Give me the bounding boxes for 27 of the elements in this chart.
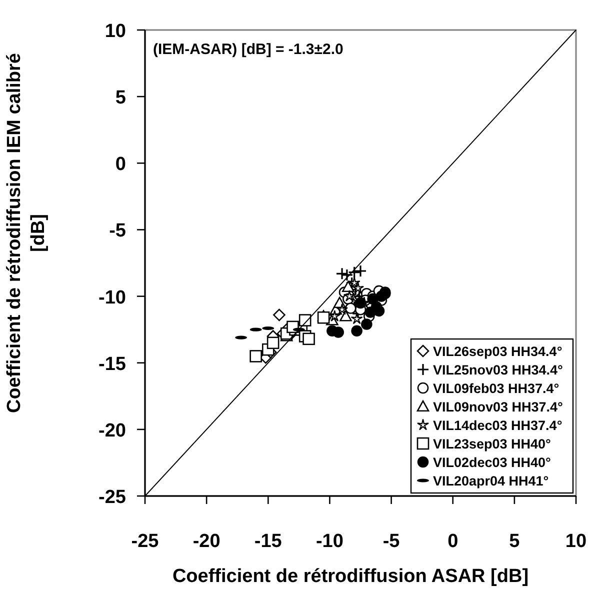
- legend-label: VIL20apr04 HH41°: [433, 474, 549, 488]
- y-tick-label: -5: [109, 220, 126, 242]
- x-tick-label: 10: [565, 531, 587, 552]
- x-tick-label: -5: [382, 531, 400, 552]
- y-tick-label: -15: [98, 354, 126, 375]
- y-tick-label: -10: [98, 287, 126, 308]
- legend-label: VIL23sep03 HH40°: [433, 436, 551, 452]
- x-axis-title: Coefficient de rétrodiffusion ASAR [dB]: [172, 566, 529, 587]
- x-tick-label: -20: [192, 531, 220, 552]
- y-tick-label: 10: [104, 21, 126, 42]
- legend-label: VIL09feb03 HH37.4°: [433, 381, 560, 396]
- x-tick-label: 0: [448, 531, 458, 552]
- y-tick-label: -20: [98, 420, 126, 442]
- legend-label: VIL09nov03 HH37.4°: [433, 400, 563, 414]
- y-axis-title: Coefficient de rétrodiffusion IEM calibré [dB]: [4, 53, 49, 413]
- x-tick-label: -10: [316, 531, 344, 552]
- legend-label: VIL02dec03 HH40°: [433, 455, 551, 470]
- x-tick-label: 5: [509, 531, 520, 552]
- y-tick-label: 5: [115, 88, 126, 109]
- annotation: (IEM-ASAR) [dB] = -1.3±2.0: [153, 41, 344, 58]
- y-tick-label: -25: [98, 487, 126, 508]
- y-tick-label: 0: [115, 154, 126, 176]
- x-tick-label: -25: [131, 531, 160, 552]
- legend-label: VIL26sep03 HH34.4°: [433, 344, 562, 359]
- x-tick-label: -15: [254, 531, 282, 552]
- legend-label: VIL25nov03 HH34.4°: [433, 362, 563, 378]
- legend-label: VIL14dec03 HH37.4°: [433, 418, 562, 433]
